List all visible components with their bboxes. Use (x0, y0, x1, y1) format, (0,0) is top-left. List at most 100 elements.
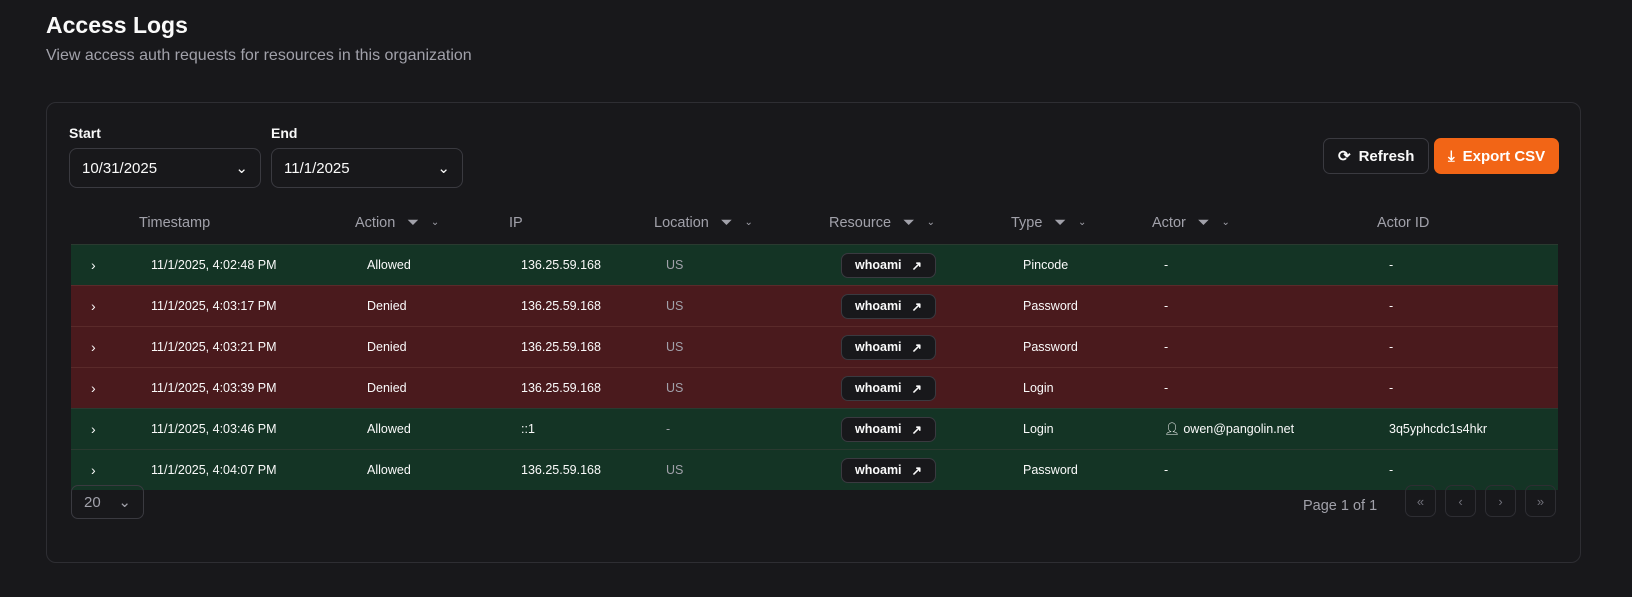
filter-icon[interactable]: ⏷ (1054, 214, 1067, 231)
timestamp: 11/1/2025, 4:03:46 PM (151, 422, 277, 436)
download-icon: ⤓ (1448, 147, 1455, 165)
table-row[interactable]: › 11/1/2025, 4:03:17 PM Denied 136.25.59… (71, 285, 1558, 326)
action: Allowed (367, 422, 411, 436)
external-link-icon: ↗ (911, 381, 923, 396)
refresh-label: Refresh (1358, 147, 1415, 165)
filter-icon[interactable]: ⏷ (720, 214, 733, 231)
chevron-down-icon: ⌄ (744, 217, 753, 228)
resource-link[interactable]: whoami ↗ (841, 252, 937, 278)
type: Login (1023, 422, 1054, 436)
type: Login (1023, 381, 1054, 395)
table-row[interactable]: › 11/1/2025, 4:02:48 PM Allowed 136.25.5… (71, 244, 1558, 285)
external-link-icon: ↗ (911, 299, 923, 314)
ip: 136.25.59.168 (521, 299, 601, 313)
page-subtitle: View access auth requests for resources … (46, 47, 472, 64)
type: Password (1023, 299, 1078, 313)
location: US (666, 299, 684, 313)
timestamp: 11/1/2025, 4:03:17 PM (151, 299, 277, 313)
actor-cell: - (1152, 299, 1377, 313)
expand-row-chevron-icon[interactable]: › (91, 257, 96, 273)
type: Password (1023, 340, 1078, 354)
start-date-select[interactable]: 10/31/2025 ⌄ (69, 148, 261, 188)
col-type[interactable]: Type ⏷ ⌄ (1011, 214, 1087, 231)
actor-cell: - (1152, 258, 1377, 272)
chevron-down-icon: ⌄ (118, 494, 131, 511)
ip: 136.25.59.168 (521, 381, 601, 395)
refresh-button[interactable]: ⟳ Refresh (1323, 138, 1430, 174)
actor: - (1164, 381, 1169, 395)
resource-link[interactable]: whoami ↗ (841, 293, 937, 319)
actor-id: 3q5yphcdc1s4hkr (1389, 422, 1487, 436)
ip: 136.25.59.168 (521, 258, 601, 272)
col-action[interactable]: Action ⏷ ⌄ (355, 214, 440, 231)
first-page-button[interactable]: « (1405, 485, 1436, 517)
timestamp: 11/1/2025, 4:03:39 PM (151, 381, 277, 395)
export-label: Export CSV (1462, 147, 1546, 165)
expand-row-chevron-icon[interactable]: › (91, 339, 96, 355)
location: - (666, 422, 671, 436)
chevron-down-icon: ⌄ (1078, 217, 1087, 228)
col-actor-id[interactable]: Actor ID (1377, 214, 1430, 231)
export-csv-button[interactable]: ⤓ Export CSV (1434, 138, 1560, 174)
action: Allowed (367, 258, 411, 272)
expand-row-chevron-icon[interactable]: › (91, 462, 96, 478)
table-row[interactable]: › 11/1/2025, 4:04:07 PM Allowed 136.25.5… (71, 449, 1558, 490)
location: US (666, 463, 684, 477)
timestamp: 11/1/2025, 4:04:07 PM (151, 463, 277, 477)
col-resource[interactable]: Resource ⏷ ⌄ (829, 214, 936, 231)
filter-icon[interactable]: ⏷ (407, 214, 419, 231)
page-size-select[interactable]: 20 ⌄ (71, 485, 144, 519)
end-date-value: 11/1/2025 (284, 159, 350, 177)
filter-icon[interactable]: ⏷ (1197, 214, 1210, 231)
actor-cell: 👤︎ owen@pangolin.net (1152, 422, 1377, 437)
action: Denied (367, 340, 407, 354)
type: Password (1023, 463, 1078, 477)
actor-id: - (1389, 463, 1394, 477)
refresh-icon: ⟳ (1338, 148, 1351, 165)
location: US (666, 340, 684, 354)
prev-page-button[interactable]: ‹ (1445, 485, 1476, 517)
action: Allowed (367, 463, 411, 477)
end-label: End (271, 125, 298, 141)
resource-link[interactable]: whoami ↗ (841, 375, 937, 401)
actor: - (1164, 299, 1169, 313)
actor-cell: - (1152, 381, 1377, 395)
col-ip[interactable]: IP (509, 214, 523, 231)
logs-card: Start 10/31/2025 ⌄ End 11/1/2025 ⌄ ⟳ Refres… (46, 102, 1581, 563)
location: US (666, 258, 684, 272)
table-row[interactable]: › 11/1/2025, 4:03:21 PM Denied 136.25.59… (71, 326, 1558, 367)
page-indicator: Page 1 of 1 (1303, 498, 1378, 514)
action: Denied (367, 299, 407, 313)
ip: 136.25.59.168 (521, 463, 601, 477)
external-link-icon: ↗ (911, 422, 923, 437)
next-page-button[interactable]: › (1485, 485, 1516, 517)
actor-id: - (1389, 340, 1394, 354)
col-actor[interactable]: Actor ⏷ ⌄ (1152, 214, 1230, 231)
actor: - (1164, 340, 1169, 354)
chevron-down-icon: ⌄ (926, 217, 936, 228)
external-link-icon: ↗ (911, 463, 923, 478)
filter-icon[interactable]: ⏷ (903, 214, 915, 231)
actor: owen@pangolin.net (1183, 421, 1295, 436)
col-location[interactable]: Location ⏷ ⌄ (654, 214, 753, 231)
resource-link[interactable]: whoami ↗ (841, 457, 937, 483)
last-page-button[interactable]: » (1525, 485, 1556, 517)
end-date-select[interactable]: 11/1/2025 ⌄ (271, 148, 463, 188)
table-row[interactable]: › 11/1/2025, 4:03:46 PM Allowed ::1 - wh… (71, 408, 1558, 449)
chevron-down-icon: ⌄ (430, 217, 440, 228)
table-row[interactable]: › 11/1/2025, 4:03:39 PM Denied 136.25.59… (71, 367, 1558, 408)
ip: 136.25.59.168 (521, 340, 601, 354)
col-timestamp[interactable]: Timestamp (139, 214, 211, 231)
expand-row-chevron-icon[interactable]: › (91, 380, 96, 396)
expand-row-chevron-icon[interactable]: › (91, 298, 96, 314)
action: Denied (367, 381, 407, 395)
resource-link[interactable]: whoami ↗ (841, 416, 937, 442)
actor-cell: - (1152, 340, 1377, 354)
ip: ::1 (521, 422, 535, 436)
expand-row-chevron-icon[interactable]: › (91, 421, 96, 437)
external-link-icon: ↗ (911, 258, 923, 273)
type: Pincode (1023, 258, 1069, 272)
actor: - (1164, 463, 1169, 477)
chevron-down-icon: ⌄ (1221, 217, 1230, 228)
resource-link[interactable]: whoami ↗ (841, 334, 937, 360)
